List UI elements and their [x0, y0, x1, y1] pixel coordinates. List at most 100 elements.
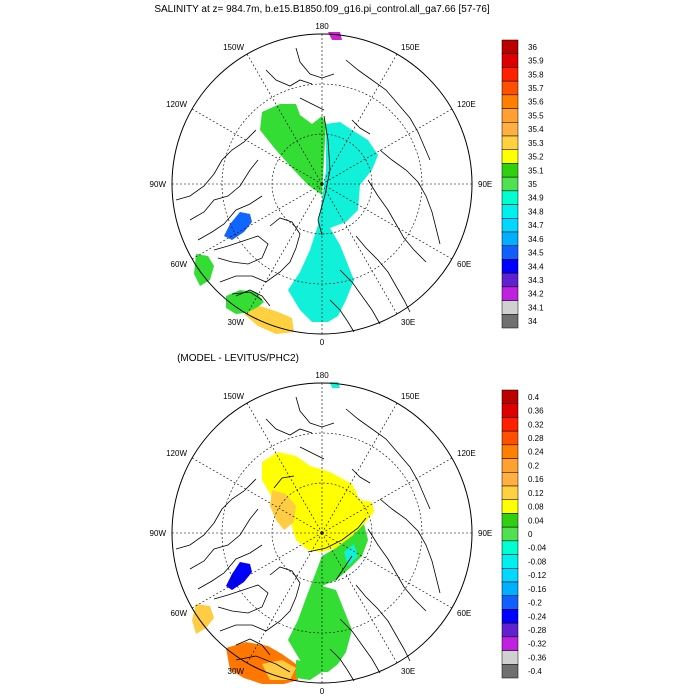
bottom-coastlines	[175, 396, 441, 682]
top-colorbar-swatch	[501, 190, 519, 205]
top-colorbar-label: 34.6	[528, 235, 544, 244]
bottom-graticule	[172, 383, 472, 683]
top-colorbar-swatch	[501, 94, 519, 109]
bottom-lon-labels: 180 150E 120E 90E 60E 30E 0 30W 60W 90W …	[150, 371, 493, 696]
bottom-lon-label-30w: 30W	[228, 667, 245, 676]
salinity-contour-35	[317, 115, 331, 236]
bottom-colorbar-swatch	[501, 595, 519, 610]
top-colorbar-label: 35.1	[528, 166, 544, 175]
top-colorbar-label: 35.5	[528, 111, 544, 120]
bottom-colorbar-swatch	[501, 568, 519, 583]
bottom-colorbar-swatch	[501, 499, 519, 514]
top-colorbar-label: 35.2	[528, 153, 544, 162]
top-lon-label-90w: 90W	[150, 180, 167, 189]
bottom-colorbar-swatch	[501, 609, 519, 624]
top-colorbar-label: 35.3	[528, 139, 544, 148]
top-colorbar-label: 34.7	[528, 221, 544, 230]
bottom-colorbar-swatch	[501, 526, 519, 542]
bottom-lon-label-120e: 120E	[457, 449, 476, 458]
bottom-colorbar-label: -0.36	[528, 653, 547, 662]
bottom-colorbar-label: -0.24	[528, 612, 547, 621]
top-colorbar-label: 35.6	[528, 98, 544, 107]
top-colorbar-swatch	[501, 300, 519, 315]
salinity-field	[194, 32, 378, 334]
top-colorbar-label: 36	[528, 43, 537, 52]
top-colorbar-swatch	[501, 218, 519, 233]
bottom-lon-label-120w: 120W	[166, 449, 187, 458]
top-colorbar-swatch	[501, 39, 519, 54]
bottom-colorbar-label: -0.4	[528, 667, 542, 676]
salinity-region-green-north	[260, 104, 326, 195]
bottom-colorbar-label: -0.08	[528, 557, 547, 566]
top-colorbar-label: 35.9	[528, 57, 544, 66]
bottom-colorbar-swatch	[501, 458, 519, 473]
bottom-lon-label-60e: 60E	[457, 609, 471, 618]
bottom-colorbar-label: 0.08	[528, 503, 544, 512]
top-panel-title: SALINITY at z= 984.7m, b.e15.B1850.f09_g…	[154, 4, 490, 15]
bottom-colorbar-swatch	[501, 444, 519, 459]
bottom-colorbar-swatch	[501, 622, 519, 638]
bottom-lon-label-30e: 30E	[401, 667, 415, 676]
top-lon-label-120w: 120W	[166, 100, 187, 109]
bottom-colorbar-label: 0.04	[528, 516, 544, 525]
bottom-colorbar-label: 0.12	[528, 489, 544, 498]
top-lon-label-150w: 150W	[223, 43, 244, 52]
bottom-colorbar-swatch	[501, 636, 519, 651]
bottom-lon-label-90e: 90E	[478, 529, 492, 538]
bottom-colorbar-swatch	[501, 389, 519, 404]
top-colorbar-label: 34.3	[528, 276, 544, 285]
bottom-lon-label-180: 180	[315, 371, 329, 380]
bottom-colorbar-swatch	[501, 472, 519, 487]
top-colorbar-swatch	[501, 245, 519, 260]
top-colorbar-swatch	[501, 231, 519, 246]
bottom-colorbar-label: 0.28	[528, 434, 544, 443]
diff-region-blue-baffin	[226, 562, 252, 590]
top-lon-label-90e: 90E	[478, 180, 492, 189]
bottom-colorbar-swatch	[501, 430, 519, 446]
bottom-colorbar-swatch	[501, 554, 519, 569]
bottom-colorbar-label: 0.36	[528, 407, 544, 416]
top-colorbar-label: 34.2	[528, 290, 544, 299]
top-colorbar-label: 34	[528, 317, 537, 326]
bottom-colorbar-swatch	[501, 485, 519, 500]
top-colorbar-label: 34.1	[528, 303, 544, 312]
top-colorbar: 36 35.9 35.8 35.7 35.6 35.5 35.4 35.3 35.2 35.1 35…	[501, 39, 544, 329]
diff-contour-atlantic	[235, 655, 291, 673]
bottom-lon-label-60w: 60W	[171, 609, 188, 618]
top-lon-label-60w: 60W	[171, 260, 188, 269]
bottom-colorbar-swatch	[501, 417, 519, 432]
top-colorbar-label: 35	[528, 180, 537, 189]
salinity-region-yellow-atlantic	[244, 306, 294, 334]
salinity-region-cyan-eurasian	[318, 122, 378, 235]
top-colorbar-label: 34.5	[528, 249, 544, 258]
bottom-panel: (MODEL - LEVITUS/PHC2)	[150, 353, 547, 696]
diff-region-orange-labrador	[192, 604, 214, 634]
diff-contour-0p08	[307, 517, 367, 553]
diff-region-cyan-eurasian	[344, 544, 358, 566]
salinity-region-cyan-nordic	[288, 225, 354, 322]
top-colorbar-label: 35.8	[528, 70, 544, 79]
bottom-lon-label-150w: 150W	[223, 392, 244, 401]
bottom-colorbar-swatch	[501, 581, 519, 596]
salinity-region-green-atlantic	[226, 290, 264, 314]
bottom-colorbar-label: 0.4	[528, 393, 540, 402]
top-colorbar-swatch	[501, 163, 519, 178]
diff-region-green-atlantic	[296, 660, 322, 680]
bottom-colorbar: 0.4 0.36 0.32 0.28 0.24 0.2 0.16 0.12 0.08 0.04 0 -…	[501, 389, 547, 679]
bottom-colorbar-label: 0.2	[528, 461, 540, 470]
bottom-lon-label-0: 0	[320, 687, 325, 696]
top-lon-labels: 180 150E 120E 90E 60E 30E 0 30W 60W 90W …	[150, 22, 493, 347]
top-lon-label-150e: 150E	[401, 43, 420, 52]
top-map-boundary	[171, 33, 473, 335]
bottom-colorbar-swatch	[501, 403, 519, 418]
bottom-colorbar-label: 0.24	[528, 448, 544, 457]
diff-contour-0p04	[335, 555, 353, 581]
top-colorbar-label: 34.9	[528, 194, 544, 203]
top-lon-label-0: 0	[320, 338, 325, 347]
top-colorbar-swatch	[501, 149, 519, 164]
top-colorbar-swatch	[501, 122, 519, 137]
top-lon-label-180: 180	[315, 22, 329, 31]
bottom-colorbar-swatch	[501, 540, 519, 555]
top-colorbar-swatch	[501, 286, 519, 301]
bottom-lon-label-150e: 150E	[401, 392, 420, 401]
